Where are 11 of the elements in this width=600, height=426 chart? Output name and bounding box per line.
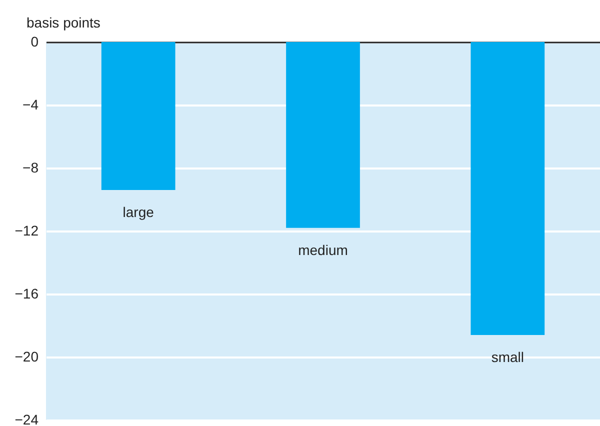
- y-tick-label: 0: [30, 34, 39, 50]
- x-tick-label: small: [491, 348, 524, 365]
- y-tick-label: −20: [14, 348, 39, 364]
- y-tick-label: −24: [14, 412, 39, 426]
- x-tick-label: medium: [298, 242, 348, 258]
- y-tick-label: −8: [22, 160, 39, 176]
- x-tick-label: large: [122, 204, 154, 220]
- y-axis-title: basis points: [26, 14, 100, 30]
- y-tick-label: −12: [14, 222, 39, 238]
- y-tick-label: −16: [14, 286, 39, 302]
- y-tick-label: −4: [22, 96, 39, 112]
